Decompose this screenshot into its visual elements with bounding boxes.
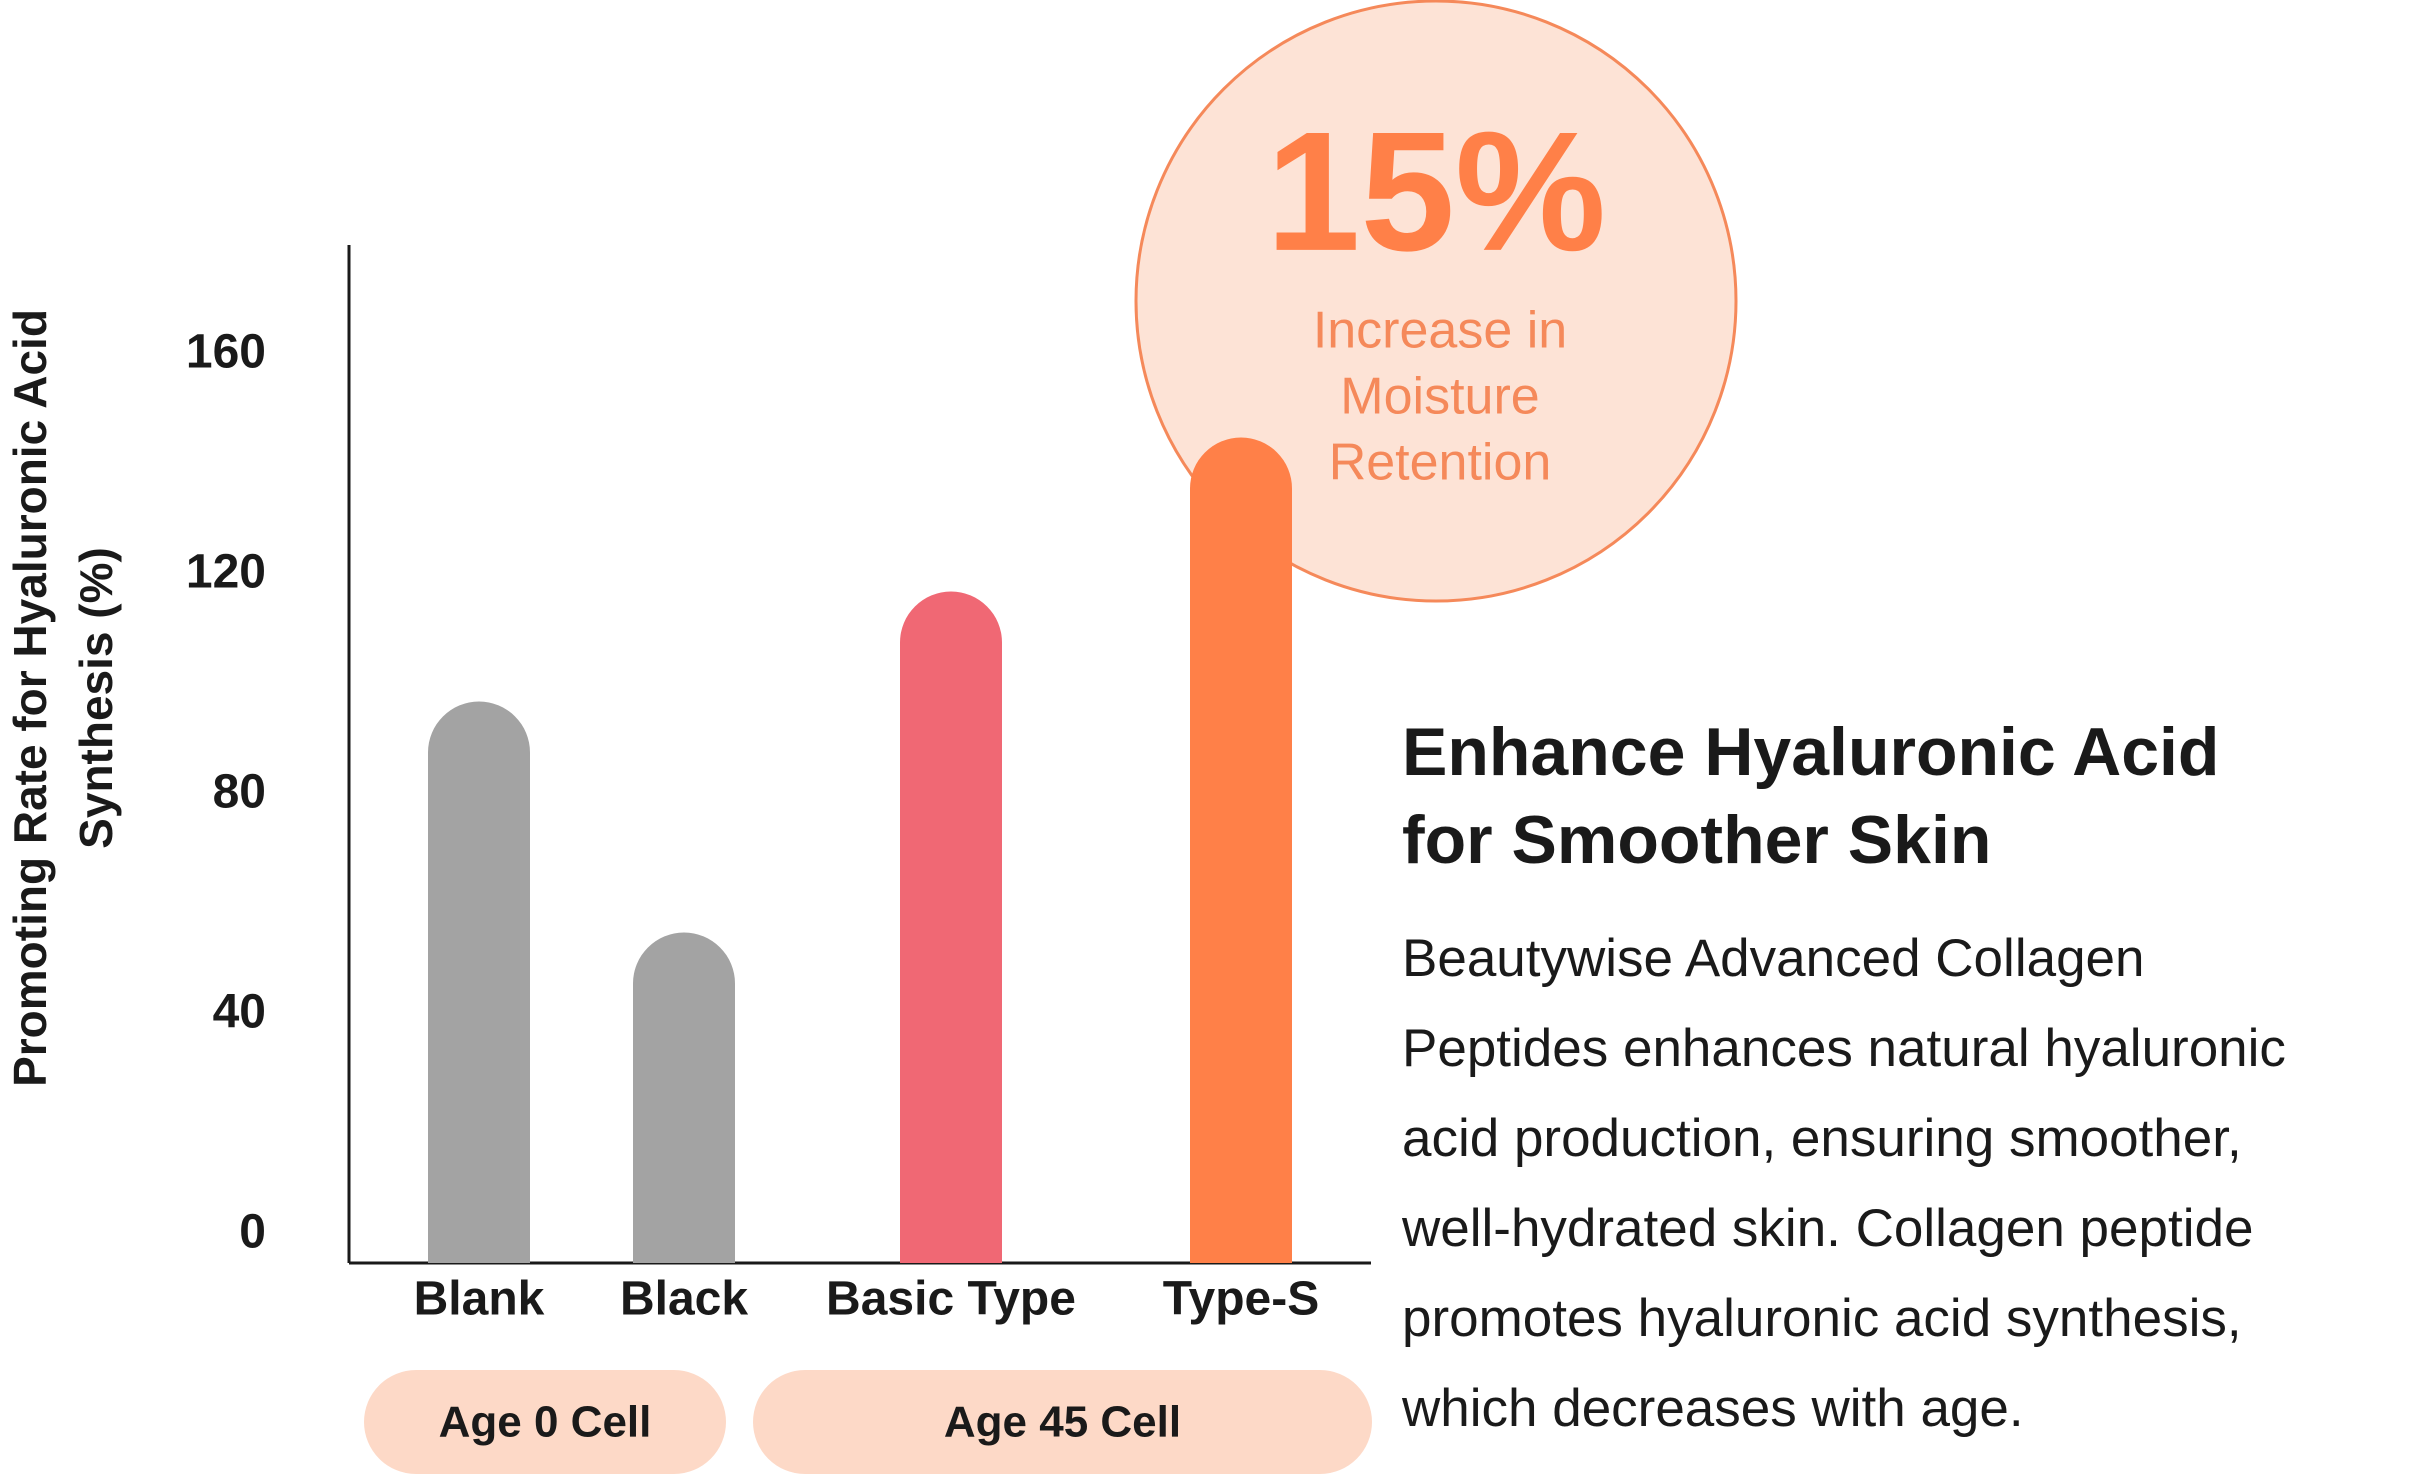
y-tick-label: 120 <box>186 546 266 599</box>
x-tick-label: Type-S <box>1163 1273 1319 1326</box>
heading: for Smoother Skin <box>1402 802 1991 878</box>
x-tick-label: Basic Type <box>826 1273 1076 1326</box>
bar <box>1190 437 1292 1264</box>
bar <box>900 591 1002 1263</box>
y-axis-title: Synthesis (%) <box>70 547 122 849</box>
callout-text: Moisture <box>1340 368 1539 426</box>
group-pill <box>364 1370 726 1474</box>
body-text: Beautywise Advanced Collagen <box>1402 929 2145 988</box>
group-label: Age 0 Cell <box>439 1398 652 1447</box>
callout-text: Increase in <box>1313 302 1567 360</box>
y-tick-label: 80 <box>213 766 266 819</box>
body-text: well-hydrated skin. Collagen peptide <box>1401 1199 2253 1258</box>
heading: Enhance Hyaluronic Acid <box>1402 714 2219 790</box>
callout-circle <box>1134 0 1738 603</box>
y-tick-label: 40 <box>213 986 266 1039</box>
body-text: which decreases with age. <box>1401 1379 2024 1438</box>
x-tick-label: Black <box>620 1273 748 1326</box>
y-tick-label: 0 <box>239 1206 266 1259</box>
body-text: Peptides enhances natural hyaluronic <box>1402 1019 2286 1078</box>
callout-text: Retention <box>1329 434 1552 492</box>
body-text: acid production, ensuring smoother, <box>1402 1109 2242 1168</box>
callout-headline: 15% <box>1266 97 1606 287</box>
bar <box>428 701 530 1263</box>
bar <box>633 932 735 1263</box>
y-axis-title: Promoting Rate for Hyaluronic Acid <box>4 309 56 1087</box>
group-label: Age 45 Cell <box>944 1398 1181 1447</box>
y-tick-label: 160 <box>186 326 266 379</box>
x-tick-label: Blank <box>414 1273 545 1326</box>
group-pill <box>753 1370 1372 1474</box>
body-text: promotes hyaluronic acid synthesis, <box>1402 1289 2242 1348</box>
